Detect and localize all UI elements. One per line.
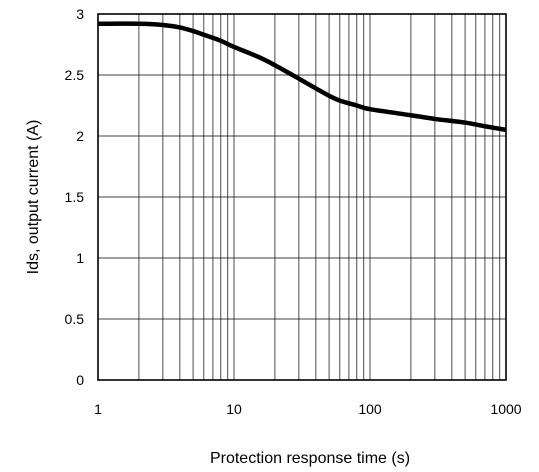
y-axis-label: Ids, output current (A): [25, 120, 42, 275]
tick-labels: 1 10 100 1000 0 0.5 1 1.5 2 2.5 3: [65, 6, 522, 417]
series-layer: [97, 21, 507, 133]
x-tick-label: 1000: [490, 401, 521, 417]
y-tick-label: 1: [76, 250, 84, 266]
series-line: [97, 21, 507, 133]
y-tick-label: 1.5: [65, 189, 85, 205]
y-tick-label: 0: [76, 372, 84, 388]
x-tick-label: 1: [94, 401, 102, 417]
y-tick-label: 2.5: [65, 67, 85, 83]
x-tick-label: 100: [358, 401, 382, 417]
y-tick-label: 3: [76, 6, 84, 22]
y-tick-label: 2: [76, 128, 84, 144]
grid: [98, 14, 506, 380]
y-tick-label: 0.5: [65, 311, 85, 327]
x-tick-label: 10: [226, 401, 242, 417]
x-axis-label: Protection response time (s): [210, 450, 410, 467]
plot-frame: [97, 13, 507, 381]
